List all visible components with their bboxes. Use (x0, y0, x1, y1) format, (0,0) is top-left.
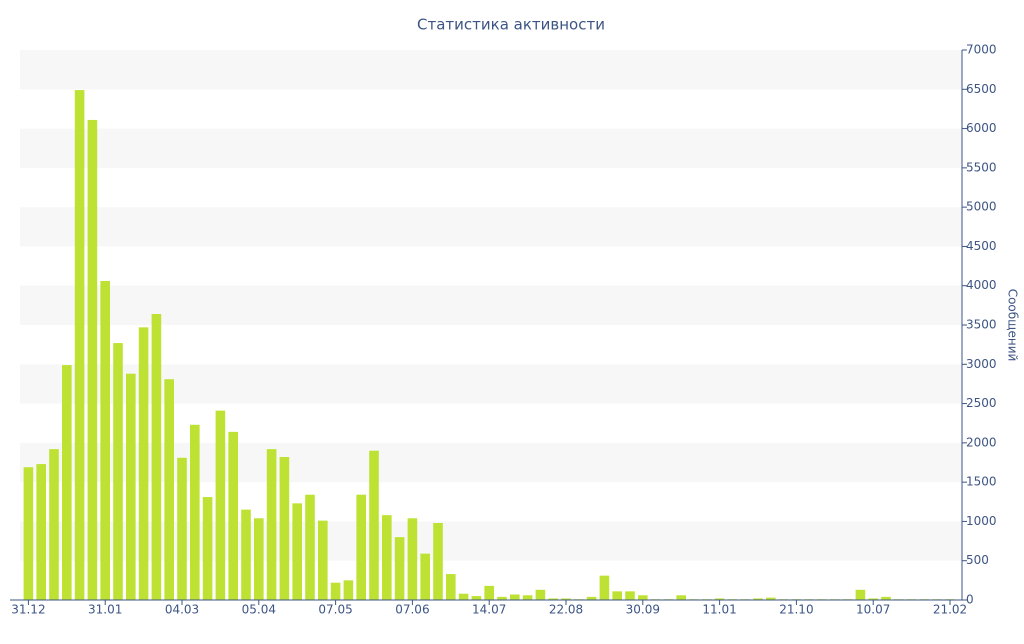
bar (855, 589, 866, 600)
bar (74, 90, 85, 601)
y-tick-label: 0 (966, 593, 974, 607)
x-tick-label: 30.09 (626, 603, 660, 617)
bar (382, 515, 392, 600)
bar (100, 281, 110, 600)
bar (36, 464, 46, 600)
bar (126, 373, 136, 600)
bar (612, 591, 622, 600)
bar (407, 518, 418, 600)
bar (266, 449, 277, 600)
bar (215, 410, 226, 600)
chart-title: Статистика активности (417, 16, 605, 34)
y-tick-label: 4500 (966, 239, 997, 253)
bar (202, 497, 213, 600)
bar (279, 457, 290, 600)
y-tick-label: 2000 (966, 435, 997, 449)
x-tick-label: 11.01 (702, 603, 736, 617)
bar (23, 467, 34, 600)
bar (510, 594, 520, 600)
x-tick-label: 31.12 (11, 603, 45, 617)
bar (330, 582, 341, 600)
x-tick-label: 14.07 (472, 603, 506, 617)
bar (369, 450, 379, 600)
grid-band (20, 364, 962, 404)
grid-band (20, 442, 962, 483)
x-tick-label: 10.07 (856, 603, 890, 617)
bar (394, 537, 405, 600)
x-tick-label: 31.01 (88, 603, 122, 617)
bar (138, 327, 149, 600)
x-tick-label: 07.05 (318, 603, 352, 617)
bar (535, 589, 546, 600)
bar (638, 595, 648, 600)
bar (305, 494, 315, 600)
bar (868, 598, 878, 600)
bar (164, 379, 174, 600)
grid-band (20, 207, 962, 247)
bar (881, 596, 891, 600)
bar (625, 591, 635, 600)
bar (343, 580, 354, 600)
bar (228, 431, 238, 600)
y-tick-label: 3000 (966, 357, 997, 371)
bar (241, 509, 251, 600)
y-tick-label: 5500 (966, 160, 997, 174)
bar (522, 595, 533, 600)
bar (420, 553, 430, 600)
bar (113, 343, 123, 600)
y-tick-label: 6000 (966, 121, 997, 135)
bar (599, 575, 610, 600)
y-tick-label: 1000 (966, 514, 997, 528)
grid-band (20, 285, 962, 325)
bar (561, 598, 571, 600)
bar (766, 597, 776, 600)
bar (177, 457, 187, 600)
y-tick-label: 1500 (966, 475, 997, 489)
bar (356, 494, 366, 600)
bar (458, 593, 469, 600)
bar (548, 598, 558, 600)
y-tick-label: 500 (966, 553, 989, 567)
y-tick-label: 6500 (966, 82, 997, 96)
y-tick-label: 4000 (966, 278, 997, 292)
bar (190, 424, 200, 600)
bar (49, 449, 59, 600)
bar (318, 520, 328, 600)
bar (87, 119, 98, 600)
x-tick-label: 04.03 (165, 603, 199, 617)
x-tick-label: 07.06 (395, 603, 429, 617)
bar (753, 598, 763, 600)
bar (714, 598, 725, 600)
x-tick-label: 22.08 (549, 603, 583, 617)
bar (471, 596, 482, 600)
bar (676, 595, 686, 600)
y-tick-label: 3500 (966, 318, 997, 332)
bar (254, 518, 264, 600)
bar (497, 596, 507, 600)
y-tick-label: 7000 (966, 43, 997, 57)
bar (586, 596, 597, 600)
y-axis-label: Сообщений (1006, 289, 1020, 362)
bar (292, 503, 302, 600)
x-tick-label: 21.02 (933, 603, 967, 617)
bar (446, 574, 456, 600)
y-tick-label: 5000 (966, 200, 997, 214)
y-tick-label: 2500 (966, 396, 997, 410)
grid-band (20, 50, 962, 90)
grid-band (20, 521, 962, 561)
bar (484, 585, 494, 600)
bar (151, 314, 162, 600)
bar (62, 365, 72, 600)
grid-band (20, 128, 962, 168)
x-tick-label: 05.04 (242, 603, 276, 617)
x-tick-label: 21.10 (779, 603, 813, 617)
bar (433, 523, 443, 600)
